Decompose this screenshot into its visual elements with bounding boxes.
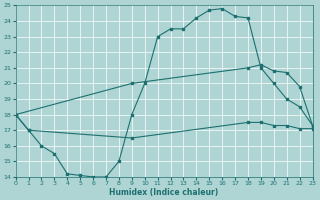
X-axis label: Humidex (Indice chaleur): Humidex (Indice chaleur): [109, 188, 219, 197]
